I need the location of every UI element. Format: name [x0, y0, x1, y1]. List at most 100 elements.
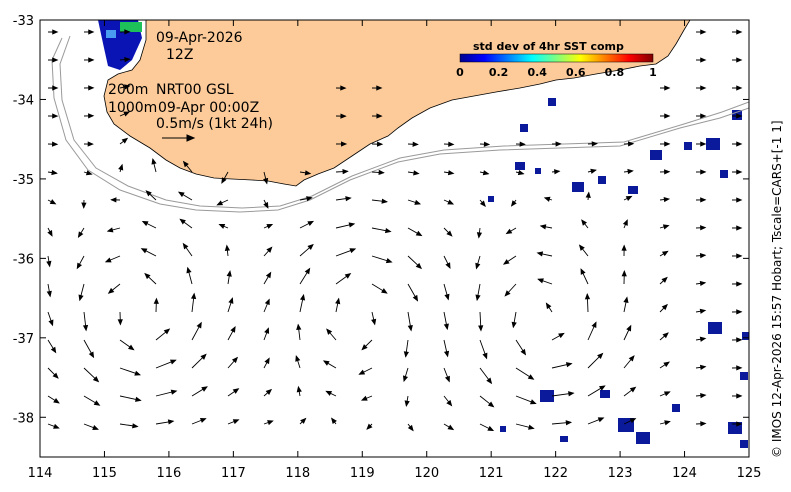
x-tick-label: 121	[479, 466, 504, 481]
current-vector-head	[151, 158, 157, 165]
current-vector-head	[51, 141, 59, 147]
current-vector-head	[340, 113, 347, 119]
current-vector-head	[736, 169, 743, 175]
current-vector-head	[736, 197, 743, 203]
current-vector-head	[664, 113, 671, 119]
y-axis: -33 -34 -35 -36 -37 -38	[13, 14, 749, 426]
current-vector-head	[117, 319, 123, 326]
current-vector-head	[664, 420, 671, 426]
current-vector-head	[447, 199, 455, 205]
current-vector-head	[517, 170, 525, 176]
colorbar-title: std dev of 4hr SST comp	[473, 40, 624, 53]
current-vector-head	[325, 390, 333, 396]
current-vector-head	[381, 198, 388, 204]
x-tick-label: 115	[92, 466, 117, 481]
x-tick-label: 122	[543, 466, 568, 481]
depth2-label: 1000m	[108, 100, 157, 116]
current-vector-head	[81, 202, 87, 209]
current-vector-head	[135, 396, 142, 402]
valid-time-label: 09-Apr 00:00Z	[158, 100, 259, 116]
colorbar-tick-label: 0	[456, 66, 464, 79]
current-vector-head	[736, 141, 743, 147]
current-vector-head	[342, 168, 349, 175]
current-vector-head	[736, 225, 743, 231]
current-vector-head	[344, 272, 352, 279]
current-vector-head	[543, 196, 551, 202]
current-vector-head	[505, 228, 513, 235]
current-vector-head	[300, 417, 307, 424]
current-vector-head	[580, 268, 586, 275]
current-vector-head	[736, 281, 743, 287]
current-vector-head	[520, 348, 527, 356]
current-vector-head	[140, 248, 148, 254]
current-vector-head	[736, 85, 743, 91]
current-vector-head	[625, 195, 633, 201]
current-vector-head	[407, 324, 413, 332]
current-vector-head	[134, 370, 142, 376]
current-vector-head	[376, 85, 383, 91]
current-vector-head	[699, 280, 707, 287]
current-vector-head	[700, 392, 707, 399]
current-vector-head	[169, 359, 177, 365]
current-vector-head	[700, 197, 707, 203]
current-vector-head	[476, 232, 483, 239]
current-vector-head	[444, 293, 450, 301]
current-vector-head	[132, 423, 139, 429]
current-vector-head	[52, 85, 59, 91]
colorbar	[459, 53, 654, 63]
current-vector-head	[177, 191, 185, 198]
current-vector-head	[581, 219, 587, 226]
current-vector-head	[487, 425, 495, 432]
current-vector-head	[82, 324, 89, 332]
current-vector-head	[371, 318, 377, 326]
current-vector-head	[348, 222, 356, 228]
current-vector-head	[700, 169, 707, 175]
current-vector-head	[736, 393, 743, 399]
current-vector-head	[568, 391, 575, 397]
current-vector-head	[358, 369, 366, 375]
current-vector-head	[475, 294, 481, 302]
current-vector-head	[553, 169, 561, 175]
current-vector-head	[218, 223, 226, 229]
current-vector-head	[376, 113, 383, 119]
current-vector-head	[110, 197, 117, 203]
current-vector-head	[104, 257, 112, 263]
current-vector-head	[163, 328, 171, 335]
current-vector-head	[486, 377, 493, 385]
date-label: 09-Apr-2026	[156, 30, 243, 46]
current-vector-head	[558, 332, 565, 339]
current-vector-head	[565, 420, 573, 426]
current-vector-head	[121, 137, 129, 144]
current-vector-head	[360, 395, 368, 401]
current-vector-head	[326, 328, 333, 335]
current-vector-head	[599, 385, 606, 391]
x-tick-label: 125	[737, 466, 762, 481]
current-vector-head	[404, 400, 410, 407]
current-vector-head	[266, 246, 273, 253]
current-vector-head	[664, 85, 671, 91]
current-vector-head	[307, 220, 315, 226]
current-vector-head	[361, 344, 368, 351]
x-tick-label: 120	[414, 466, 439, 481]
current-vector-head	[224, 244, 231, 252]
current-vector-head	[447, 170, 455, 176]
current-vector-head	[182, 242, 189, 250]
current-vector-head	[153, 297, 159, 304]
current-vector-head	[378, 169, 385, 176]
current-vector-head	[144, 272, 151, 280]
current-vector-head	[50, 346, 57, 354]
current-vector-head	[49, 199, 57, 205]
current-vector-head	[266, 223, 274, 229]
current-vector-head	[52, 113, 59, 119]
current-vector-head	[504, 290, 511, 297]
current-vector-head	[736, 365, 743, 371]
current-vector-head	[264, 327, 270, 334]
current-vector-head	[304, 267, 311, 275]
current-vector-head	[448, 141, 455, 147]
current-vector-head	[53, 423, 60, 429]
current-vector-head	[443, 323, 449, 331]
current-vector-head	[52, 57, 59, 63]
current-vector-head	[51, 169, 58, 176]
current-vector-head	[264, 357, 270, 365]
current-vector-head	[88, 29, 95, 35]
